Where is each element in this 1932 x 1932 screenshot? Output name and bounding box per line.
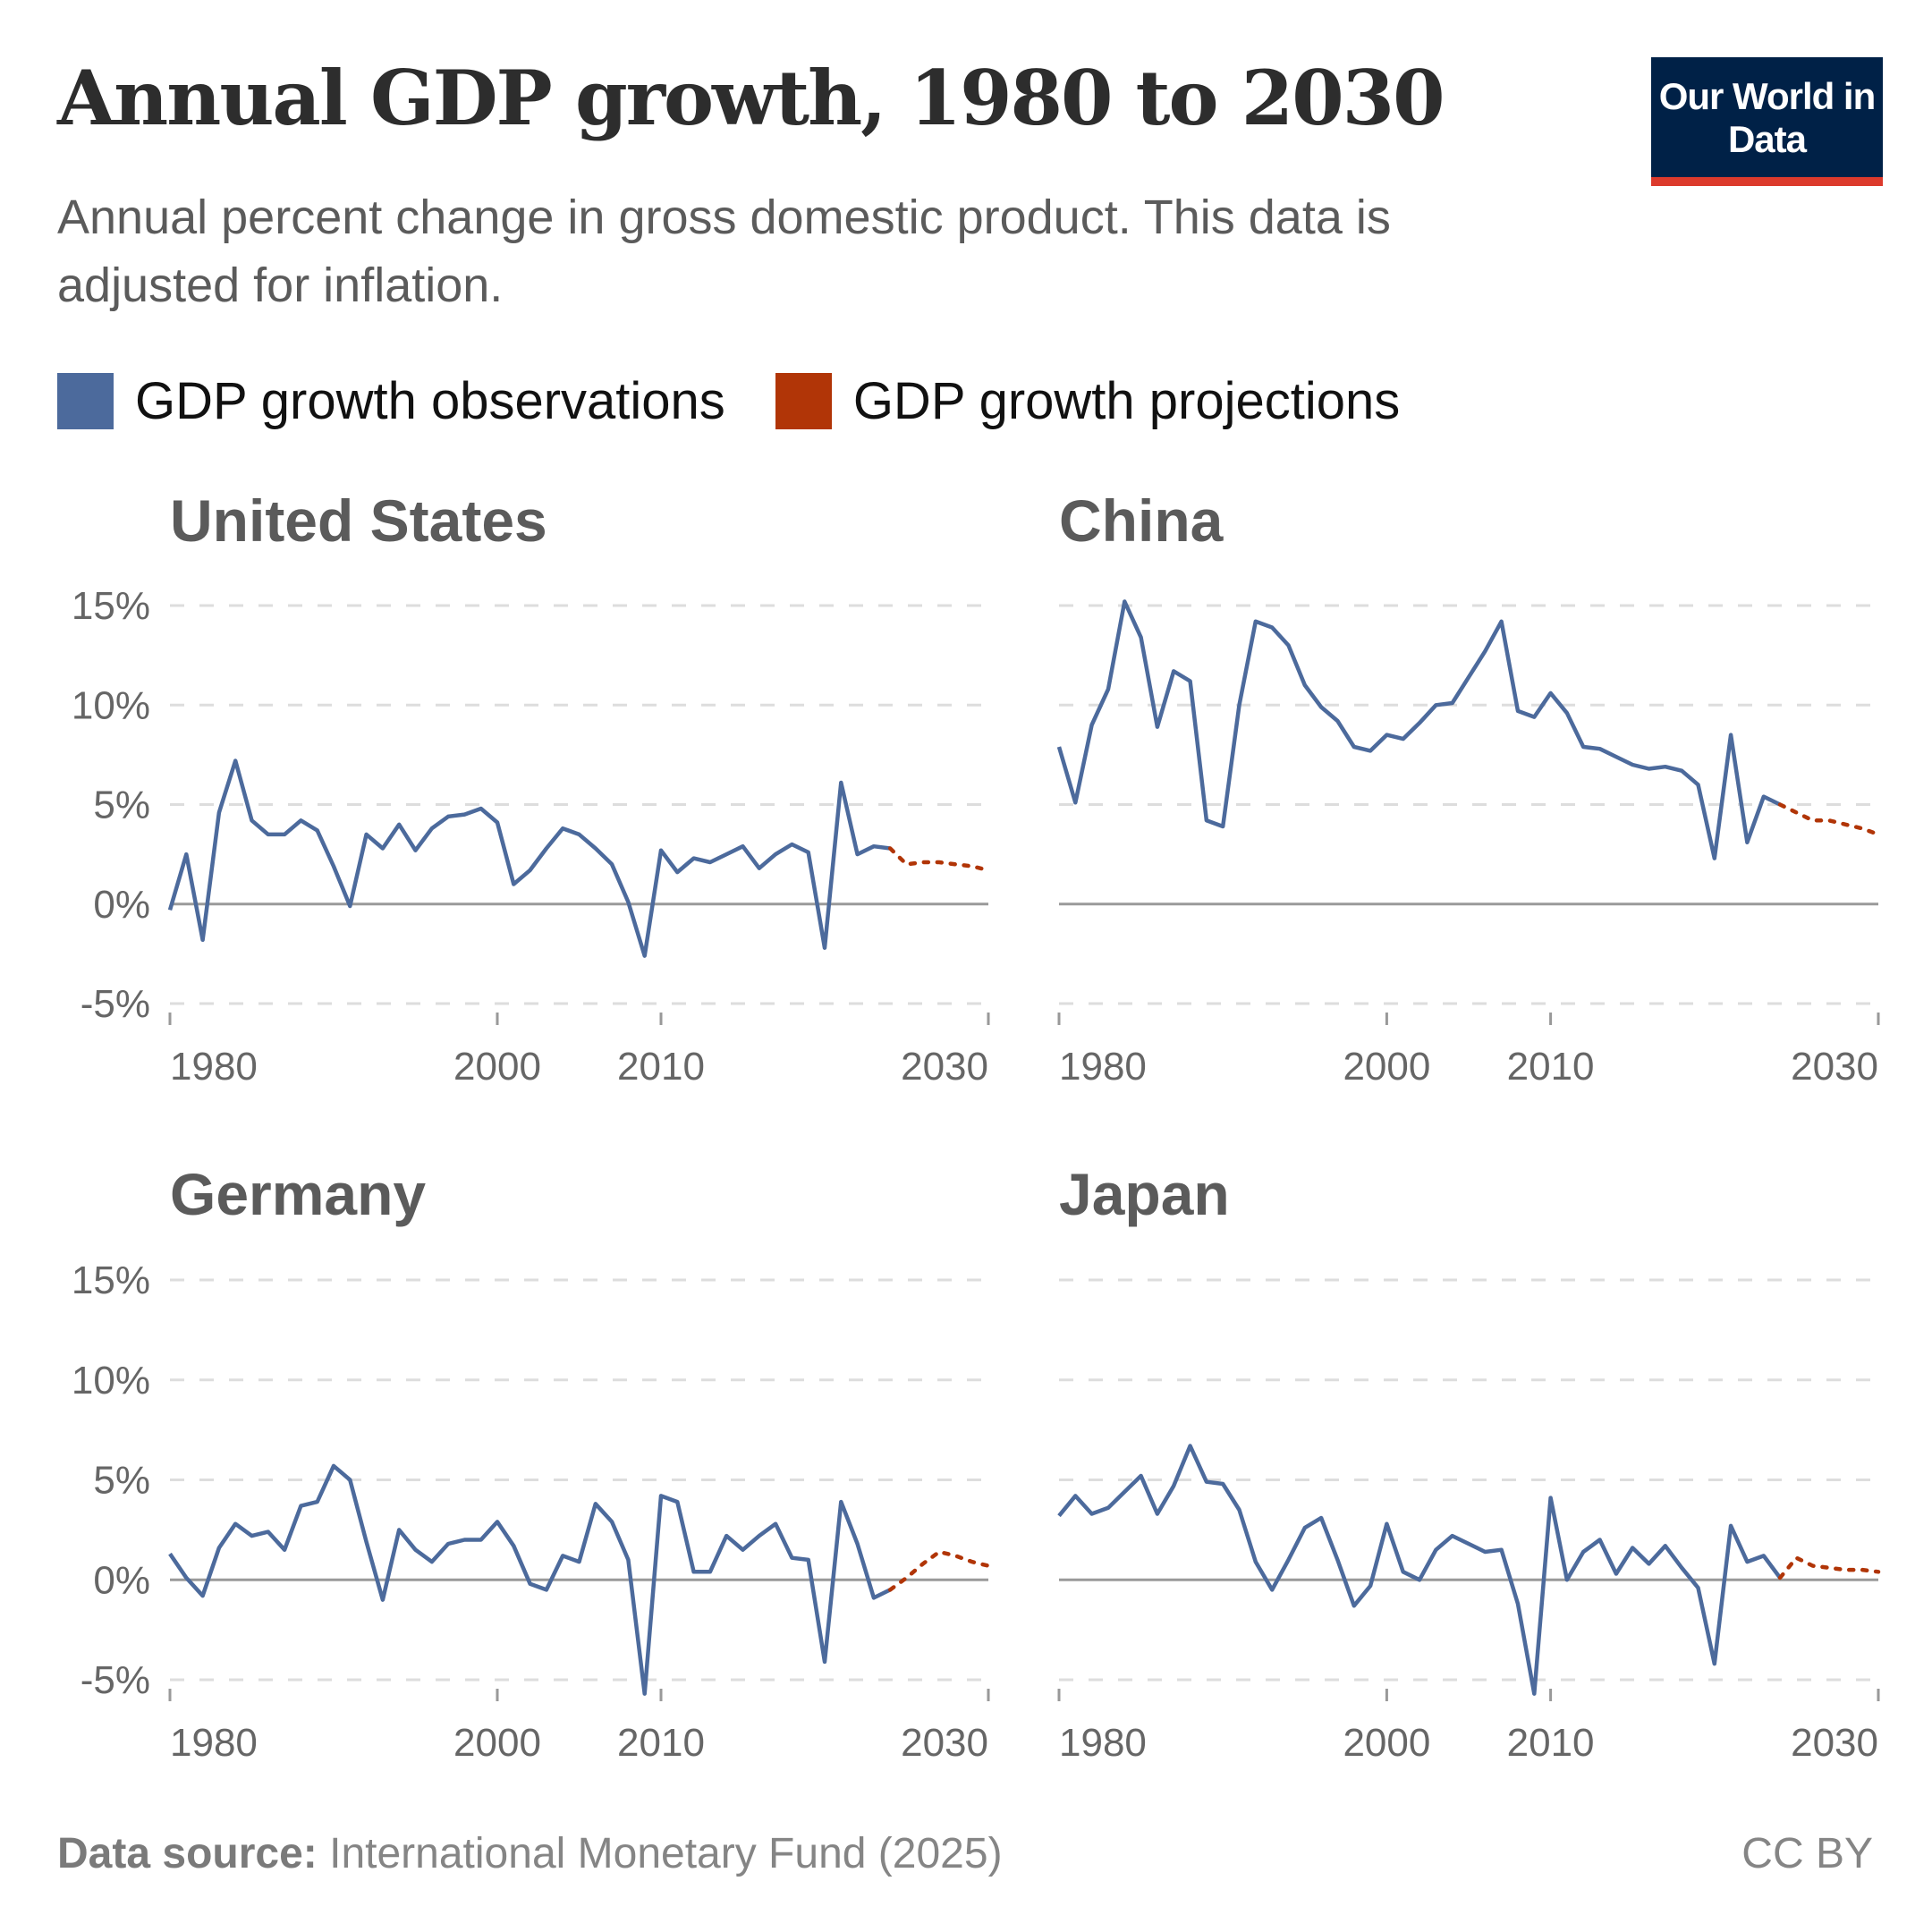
y-tick-label: 15% <box>72 584 150 628</box>
projections-line <box>887 846 991 873</box>
chart-title: Annual GDP growth, 1980 to 2030 <box>57 54 1445 142</box>
x-tick-label: 2000 <box>1343 1045 1430 1089</box>
x-tick-label: 2010 <box>617 1721 705 1765</box>
source-label: Data source: <box>57 1830 318 1877</box>
x-tick-label: 2010 <box>1507 1721 1595 1765</box>
panel-title: Germany <box>170 1161 426 1227</box>
panel-title: Japan <box>1059 1161 1230 1227</box>
x-tick-label: 2010 <box>1507 1045 1595 1089</box>
chart-subtitle: Annual percent change in gross domestic … <box>57 191 1391 312</box>
logo-text: Our World in Data <box>1658 75 1877 160</box>
license-link[interactable]: CC BY <box>1741 1830 1873 1877</box>
panel-title: United States <box>170 487 547 554</box>
y-tick-label: 10% <box>72 683 150 727</box>
projections-line <box>887 1549 991 1592</box>
x-tick-label: 2000 <box>453 1045 541 1089</box>
legend-label: GDP growth observations <box>135 372 725 430</box>
legend-swatch-observations <box>57 373 114 429</box>
x-tick-label: 2030 <box>901 1721 988 1765</box>
x-tick-label: 2000 <box>453 1721 541 1765</box>
legend-item-projections[interactable]: GDP growth projections <box>775 371 1400 431</box>
legend: GDP growth observations GDP growth proje… <box>57 371 1450 431</box>
x-tick-label: 2030 <box>901 1045 988 1089</box>
observations-line <box>1057 1444 1782 1696</box>
legend-label: GDP growth projections <box>852 372 1401 430</box>
y-tick-label: -5% <box>80 982 150 1026</box>
x-tick-label: 2010 <box>617 1045 705 1089</box>
panel-title: China <box>1059 487 1224 554</box>
panel-germany: Germany -5% 0% 5% 10% 15% 1980 2000 2010 2030 <box>72 1161 991 1765</box>
observations-line <box>1056 599 1782 860</box>
footer-source: Data source: International Monetary Fund… <box>57 1829 1003 1878</box>
projections-line <box>1777 1555 1881 1580</box>
x-tick-label: 1980 <box>170 1045 258 1089</box>
y-tick-label: 0% <box>93 1558 150 1602</box>
y-tick-label: 5% <box>93 784 150 827</box>
panel-united-states: United States -5% 0% 5% 10% 15% 1980 2000 2010 20… <box>72 487 991 1089</box>
x-tick-label: 1980 <box>170 1721 258 1765</box>
owid-logo[interactable]: Our World in Data <box>1651 57 1883 186</box>
y-tick-label: -5% <box>80 1658 150 1702</box>
x-tick-label: 2030 <box>1791 1045 1878 1089</box>
x-tick-label: 1980 <box>1059 1721 1147 1765</box>
y-tick-label: 15% <box>72 1258 150 1302</box>
observations-line <box>167 758 891 958</box>
panel-china: China 1980 2000 2010 2030 <box>1056 487 1881 1089</box>
y-tick-label: 5% <box>93 1459 150 1503</box>
x-tick-label: 2030 <box>1791 1721 1878 1765</box>
observations-line <box>168 1463 892 1696</box>
legend-item-observations[interactable]: GDP growth observations <box>57 371 725 431</box>
x-tick-label: 2000 <box>1343 1721 1430 1765</box>
y-tick-label: 10% <box>72 1359 150 1402</box>
x-tick-label: 1980 <box>1059 1045 1147 1089</box>
source-text: International Monetary Fund (2025) <box>329 1830 1003 1877</box>
projections-line <box>1777 802 1881 837</box>
panel-japan: Japan 1980 2000 2010 2030 <box>1057 1161 1881 1765</box>
y-tick-label: 0% <box>93 883 150 927</box>
legend-swatch-projections <box>775 373 832 429</box>
